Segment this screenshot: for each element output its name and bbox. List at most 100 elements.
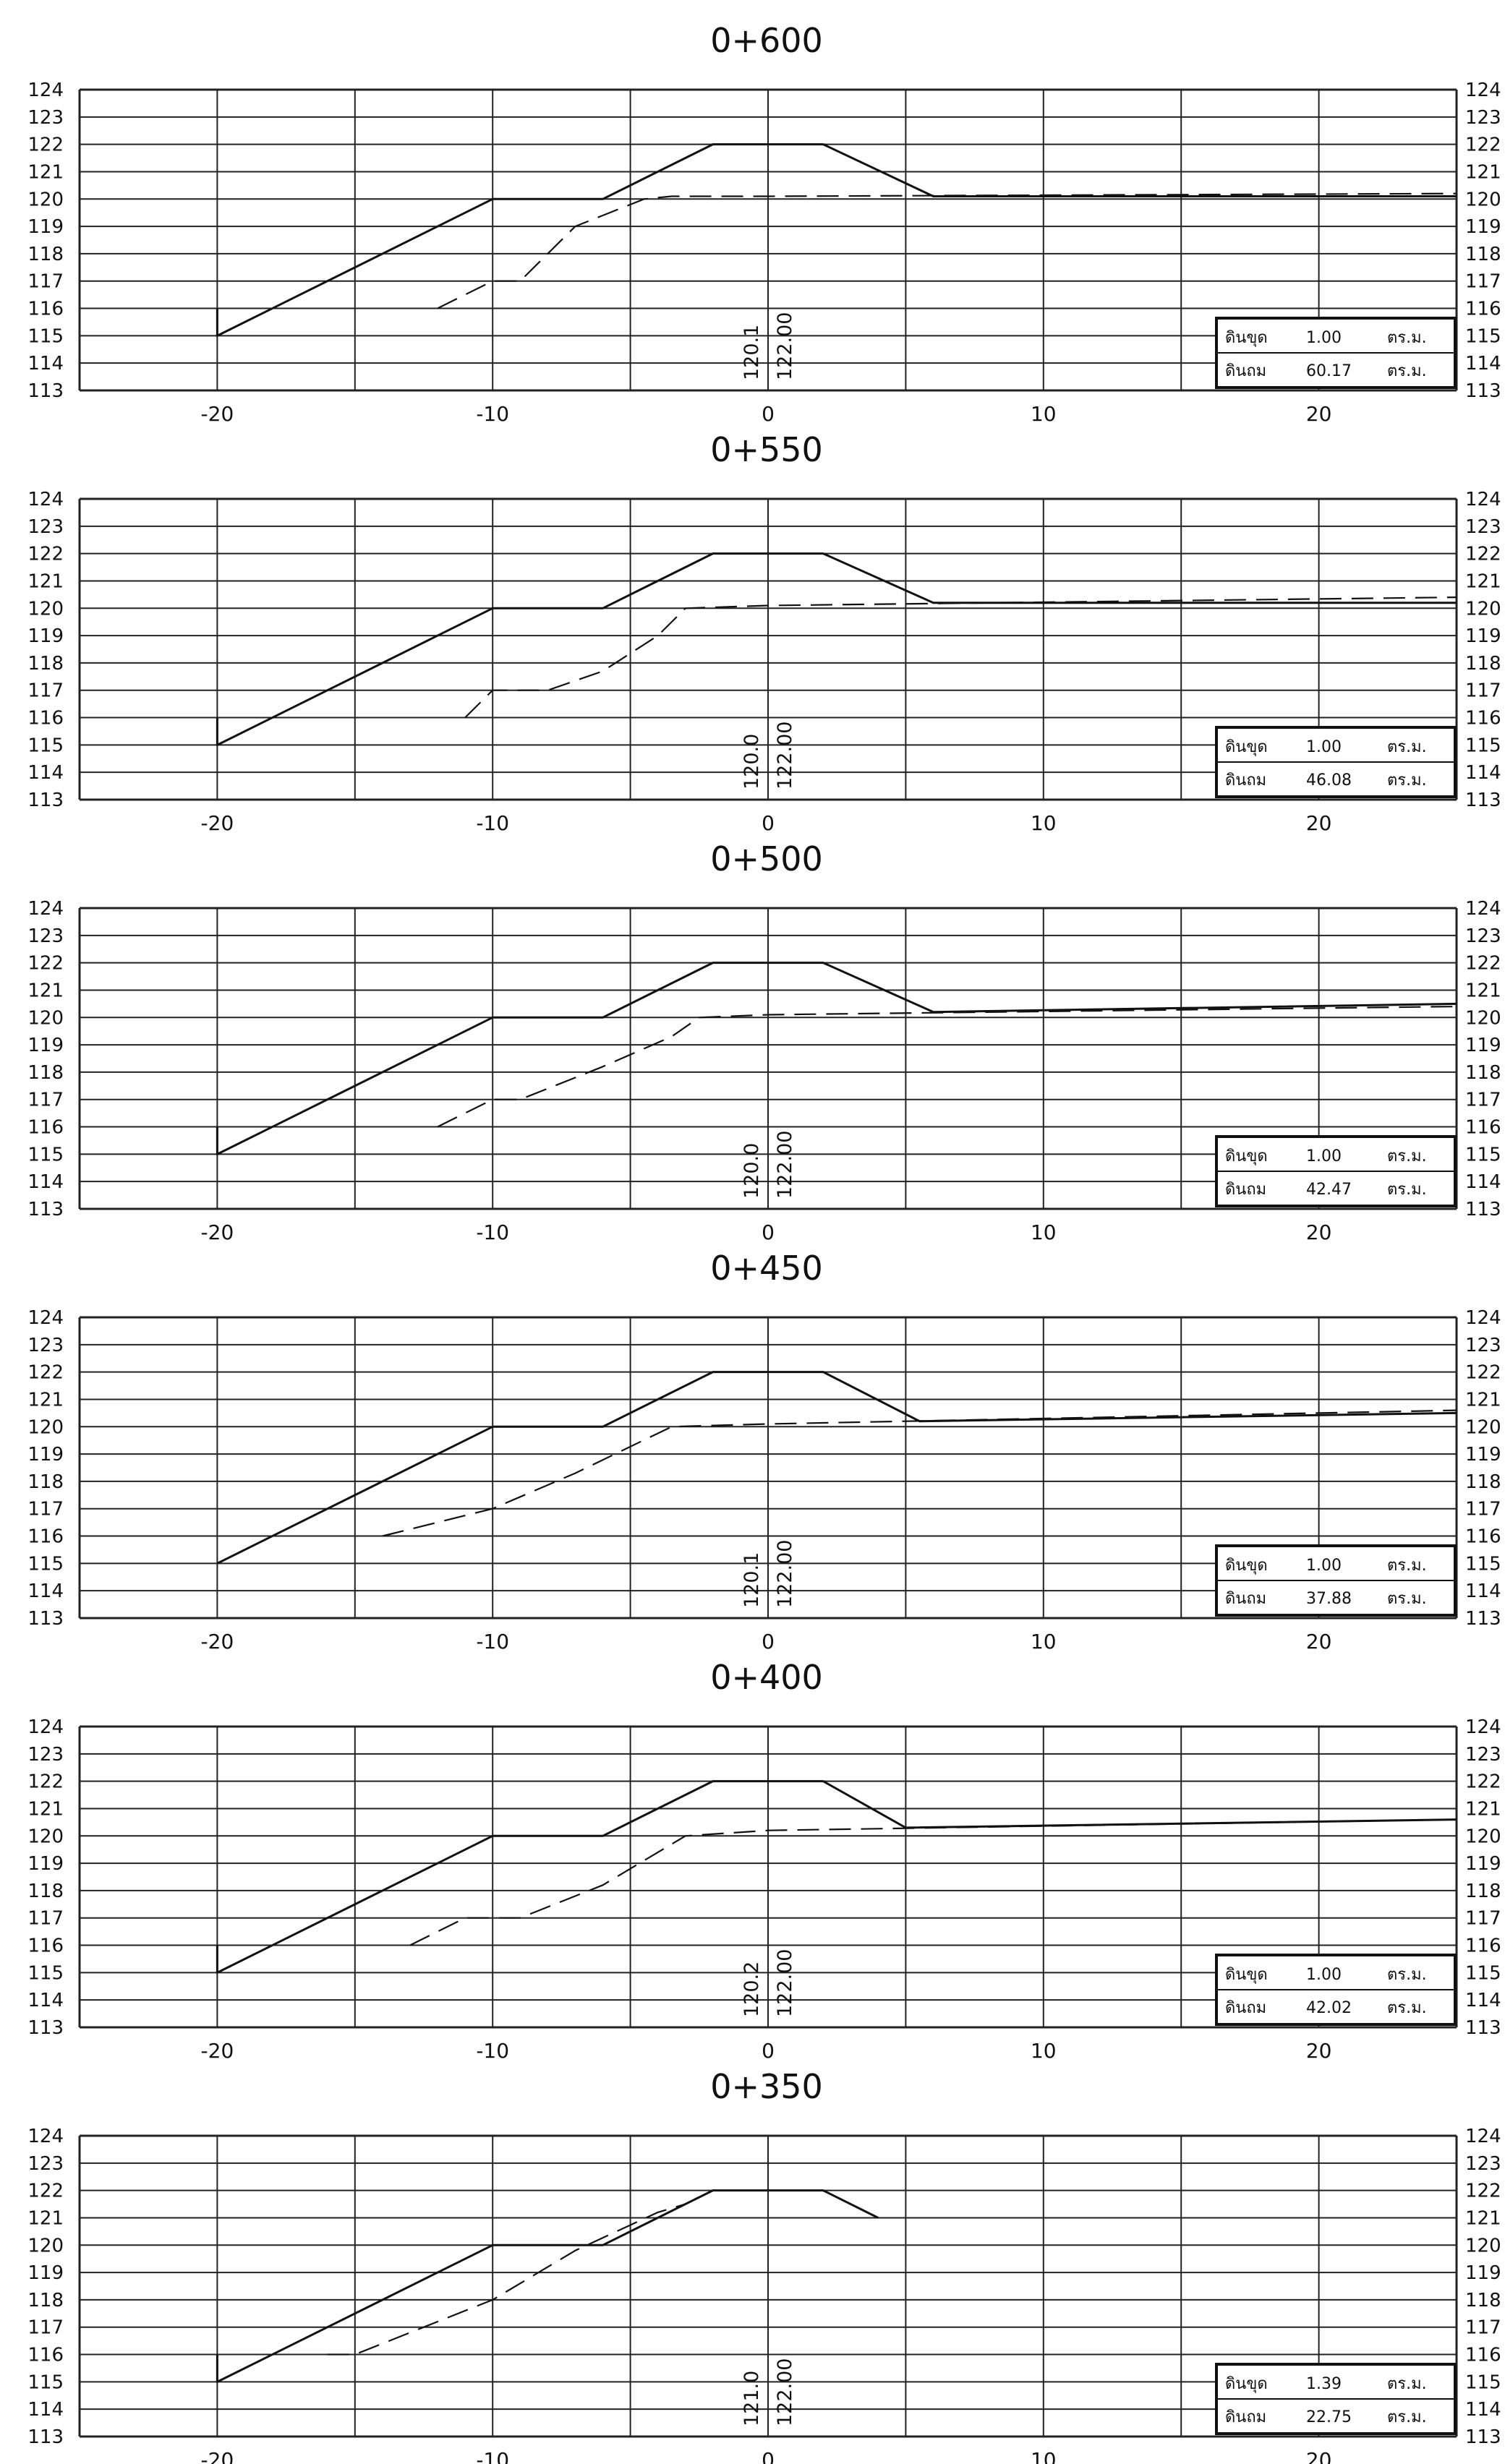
y-tick-label-left: 114 (27, 1580, 64, 1602)
x-tick-label: 10 (1031, 402, 1057, 426)
y-tick-label-right: 118 (1465, 2290, 1501, 2311)
y-tick-label-left: 115 (27, 1962, 64, 1984)
y-tick-label-right: 123 (1465, 2153, 1501, 2175)
x-tick-label: -10 (476, 1220, 509, 1244)
volume-label: ดินถม (1225, 771, 1266, 790)
y-tick-label-left: 122 (27, 1362, 64, 1384)
y-tick-label-left: 123 (27, 1744, 64, 1766)
y-tick-label-left: 117 (27, 680, 64, 702)
y-tick-label-right: 120 (1465, 1826, 1501, 1847)
cross-section-panel: 0+400 113 113 114 114 115 115 116 116 117 117 118 11… (27, 1658, 1501, 2063)
y-tick-label-left: 118 (27, 1062, 64, 1084)
y-tick-label-left: 122 (27, 2181, 64, 2202)
volume-unit: ตร.ม. (1387, 2408, 1427, 2426)
y-tick-label-left: 122 (27, 134, 64, 156)
y-tick-label-right: 124 (1465, 898, 1501, 920)
volume-value: 1.00 (1306, 329, 1342, 347)
centerline-design-elevation: 122.00 (774, 1131, 796, 1199)
y-tick-label-left: 123 (27, 925, 64, 947)
y-tick-label-right: 120 (1465, 1007, 1501, 1029)
y-tick-label-right: 115 (1465, 325, 1501, 347)
volume-unit: ตร.ม. (1387, 738, 1427, 756)
x-tick-label: 20 (1306, 811, 1332, 835)
volume-unit: ตร.ม. (1387, 1557, 1427, 1575)
cross-section-panel: 0+500 113 113 114 114 115 115 116 116 117 117 118 11… (27, 839, 1501, 1244)
volume-unit: ตร.ม. (1387, 1181, 1427, 1199)
centerline-design-elevation: 122.00 (774, 312, 796, 380)
y-tick-label-right: 121 (1465, 2207, 1501, 2229)
y-tick-label-right: 124 (1465, 1716, 1501, 1738)
centerline-design-elevation: 122.00 (774, 1540, 796, 1608)
y-tick-label-left: 122 (27, 544, 64, 565)
x-tick-label: 0 (762, 2448, 775, 2464)
y-tick-label-left: 124 (27, 2126, 64, 2147)
volume-label: ดินขุด (1225, 329, 1268, 347)
existing-ground-line (327, 2203, 686, 2356)
y-tick-label-right: 122 (1465, 2181, 1501, 2202)
x-tick-label: -20 (201, 2448, 234, 2464)
y-tick-label-right: 115 (1465, 1553, 1501, 1575)
volume-unit: ตร.ม. (1387, 771, 1427, 790)
y-tick-label-right: 122 (1465, 544, 1501, 565)
y-tick-label-left: 117 (27, 1090, 64, 1111)
y-tick-label-left: 119 (27, 625, 64, 647)
y-tick-label-left: 113 (27, 380, 64, 402)
existing-ground-line (409, 1818, 1457, 1946)
volume-value: 1.00 (1306, 1966, 1342, 1984)
y-tick-label-left: 120 (27, 598, 64, 620)
y-tick-label-left: 113 (27, 2017, 64, 2039)
existing-ground-line (437, 1006, 1457, 1128)
y-tick-label-left: 116 (27, 1935, 64, 1957)
y-tick-label-left: 121 (27, 1389, 64, 1411)
y-tick-label-left: 116 (27, 708, 64, 730)
cross-section-panel: 0+550 113 113 114 114 115 115 116 116 117 117 118 11… (27, 430, 1501, 835)
y-tick-label-left: 115 (27, 1553, 64, 1575)
y-tick-label-left: 121 (27, 2207, 64, 2229)
y-tick-label-right: 122 (1465, 1362, 1501, 1384)
volume-unit: ตร.ม. (1387, 362, 1427, 380)
x-tick-label: 20 (1306, 402, 1332, 426)
y-tick-label-left: 124 (27, 80, 64, 101)
y-tick-label-left: 119 (27, 1853, 64, 1875)
y-tick-label-right: 113 (1465, 380, 1501, 402)
x-tick-label: -20 (201, 402, 234, 426)
y-tick-label-right: 119 (1465, 1853, 1501, 1875)
y-tick-label-right: 120 (1465, 2235, 1501, 2256)
y-tick-label-right: 118 (1465, 1881, 1501, 1902)
y-tick-label-right: 115 (1465, 1962, 1501, 1984)
x-tick-label: 0 (762, 1630, 775, 1654)
y-tick-label-right: 114 (1465, 1171, 1501, 1193)
y-tick-label-right: 115 (1465, 1144, 1501, 1165)
existing-ground-line (464, 596, 1457, 719)
volume-value: 1.39 (1306, 2375, 1342, 2393)
y-tick-label-right: 115 (1465, 735, 1501, 756)
existing-ground-line (437, 192, 1457, 309)
volume-unit: ตร.ม. (1387, 2375, 1427, 2393)
volume-value: 1.00 (1306, 738, 1342, 756)
y-tick-label-left: 113 (27, 1199, 64, 1220)
x-tick-label: 10 (1031, 1220, 1057, 1244)
y-tick-label-left: 117 (27, 1908, 64, 1930)
y-tick-label-right: 119 (1465, 2262, 1501, 2284)
y-tick-label-right: 113 (1465, 2426, 1501, 2448)
design-section-line (216, 2189, 879, 2383)
y-tick-label-left: 123 (27, 516, 64, 538)
y-tick-label-left: 119 (27, 1035, 64, 1056)
y-tick-label-right: 122 (1465, 953, 1501, 975)
y-tick-label-left: 114 (27, 353, 64, 375)
volume-value: 42.47 (1306, 1181, 1352, 1199)
x-tick-label: 10 (1031, 811, 1057, 835)
y-tick-label-left: 124 (27, 1307, 64, 1329)
y-tick-label-left: 119 (27, 1444, 64, 1466)
x-tick-label: -10 (476, 2039, 509, 2063)
y-tick-label-right: 117 (1465, 1499, 1501, 1520)
y-tick-label-left: 119 (27, 216, 64, 238)
x-tick-label: -20 (201, 1220, 234, 1244)
volume-value: 46.08 (1306, 771, 1352, 790)
y-tick-label-right: 119 (1465, 216, 1501, 238)
y-tick-label-right: 118 (1465, 1062, 1501, 1084)
y-tick-label-right: 114 (1465, 1580, 1501, 1602)
y-tick-label-right: 123 (1465, 925, 1501, 947)
x-tick-label: -10 (476, 402, 509, 426)
y-tick-label-right: 123 (1465, 516, 1501, 538)
